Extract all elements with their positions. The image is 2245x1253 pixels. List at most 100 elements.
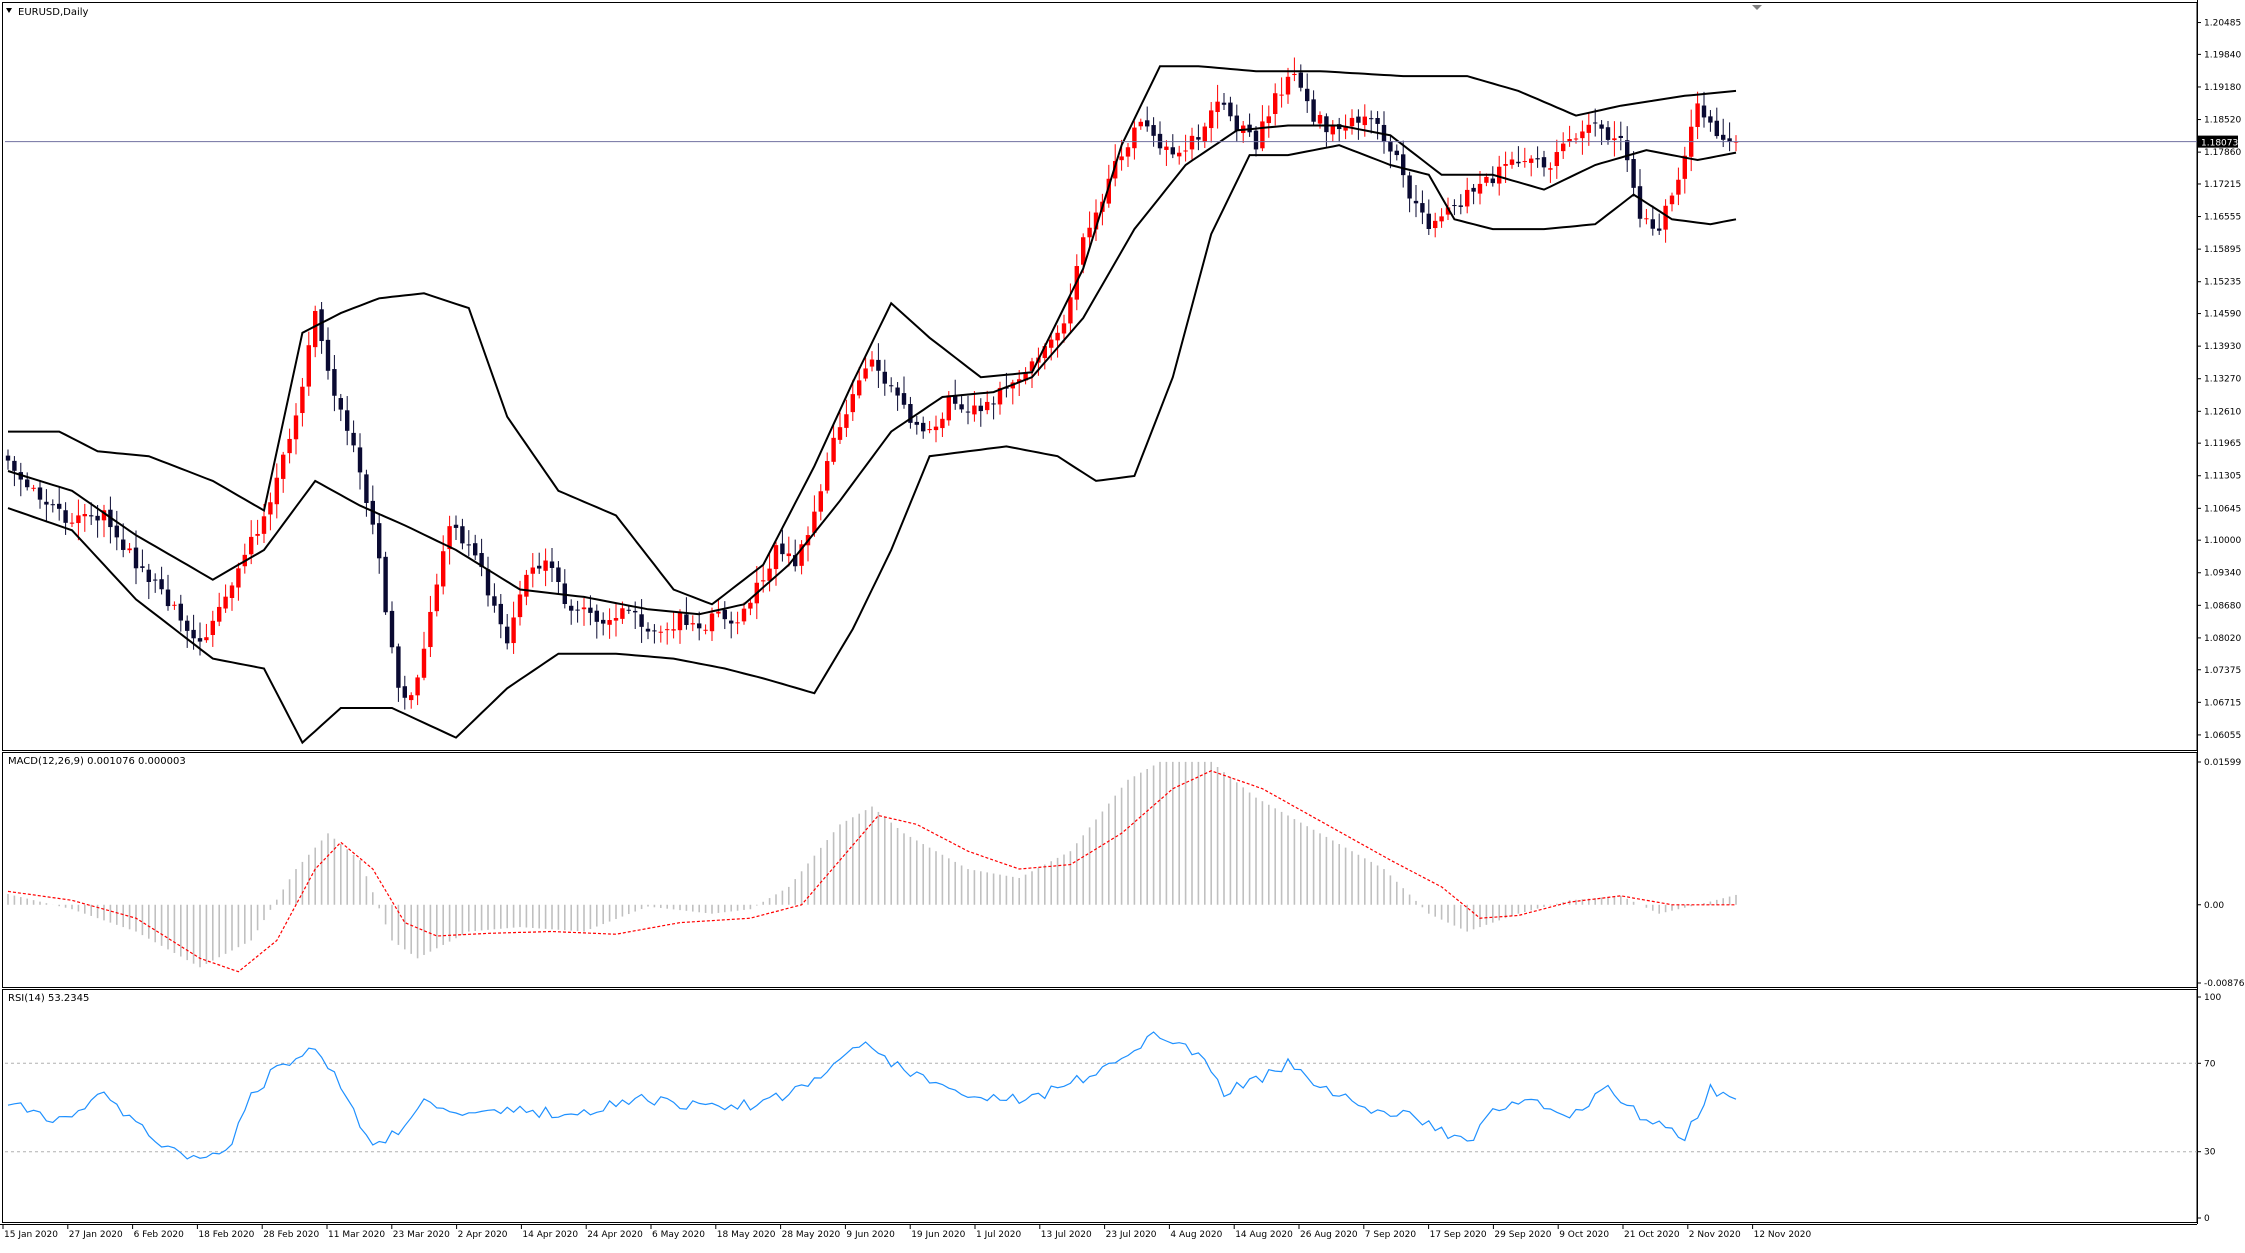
candle [953, 379, 958, 410]
candle [1522, 147, 1527, 168]
candle [530, 553, 535, 588]
candle [613, 603, 619, 637]
candle [748, 598, 753, 616]
candle-body [255, 533, 260, 536]
candle-body [1087, 227, 1092, 238]
candle-body [95, 515, 100, 521]
candle-body [1605, 127, 1611, 140]
candle [735, 611, 740, 635]
candle [172, 601, 177, 610]
candle [1055, 325, 1060, 358]
candle [492, 583, 497, 613]
candle-body [1388, 141, 1393, 152]
date-tick-label: 23 Mar 2020 [393, 1230, 450, 1240]
scroll-shift-marker-icon[interactable] [1752, 5, 1762, 10]
candle-body [409, 695, 414, 701]
candle-body [831, 437, 836, 462]
candle-body [761, 580, 766, 582]
candle-body [1202, 126, 1207, 142]
price-tick-label: 1.09340 [2204, 569, 2241, 579]
candle-body [447, 526, 452, 550]
price-tick-label: 1.15895 [2204, 245, 2241, 255]
candle-body [869, 359, 875, 367]
candle [1471, 184, 1476, 205]
candle [178, 594, 183, 632]
candle-body [197, 638, 203, 642]
candle-body [530, 567, 535, 574]
candle [665, 622, 670, 645]
candle-body [364, 474, 369, 503]
date-tick-label: 4 Aug 2020 [1170, 1230, 1222, 1240]
candle-body [1253, 130, 1259, 150]
candle [626, 605, 631, 614]
candle [741, 602, 747, 625]
candle-body [319, 309, 324, 342]
candle-body [1669, 195, 1675, 205]
candle-body [351, 432, 356, 446]
candle-body [82, 514, 87, 517]
candle [159, 566, 164, 595]
candle-body [1612, 138, 1617, 141]
candle-body [524, 574, 529, 597]
candle-body [268, 502, 273, 515]
candlestick-series [5, 57, 1739, 710]
candle-body [626, 609, 631, 611]
candle [1580, 120, 1585, 155]
candle [1170, 134, 1175, 159]
candle-body [741, 608, 747, 622]
candle [1695, 91, 1700, 140]
candle [1567, 125, 1572, 147]
candle [300, 377, 305, 427]
candle-body [1349, 117, 1355, 127]
candle [889, 377, 894, 393]
candle [1618, 121, 1623, 151]
candle [1657, 213, 1662, 235]
candle-body [1266, 116, 1271, 124]
candle-body [1618, 135, 1623, 138]
candle [1650, 205, 1655, 236]
candle [831, 423, 836, 465]
candle [716, 599, 721, 618]
candle-body [249, 536, 254, 555]
candle-body [946, 395, 951, 421]
price-tick-label: 1.13930 [2204, 342, 2241, 352]
rsi-line [7, 1031, 1737, 1160]
candle-body [773, 545, 779, 570]
candle [165, 574, 171, 611]
candle-body [217, 606, 222, 622]
candle [1356, 109, 1361, 140]
candle [1215, 84, 1220, 129]
candle-body [25, 479, 30, 488]
candle-body [1023, 372, 1028, 381]
candle-body [601, 619, 606, 624]
candle [76, 499, 81, 541]
candle-body [1234, 115, 1239, 131]
date-tick-label: 11 Mar 2020 [328, 1230, 385, 1240]
candle [1023, 367, 1028, 385]
price-tick-label: 1.11305 [2204, 472, 2241, 482]
candle [601, 612, 606, 636]
candle-body [1113, 161, 1118, 179]
candle-body [863, 368, 868, 379]
candle-body [1529, 158, 1534, 163]
candle [729, 611, 734, 639]
candle [1727, 122, 1732, 152]
candle-body [837, 427, 843, 440]
candle [82, 503, 87, 532]
candle-body [825, 461, 830, 491]
candle [1516, 146, 1521, 167]
price-tick-label: 1.15235 [2204, 278, 2241, 288]
candle [1266, 105, 1271, 138]
panel-menu-triangle-icon[interactable] [6, 8, 12, 13]
candle [1132, 121, 1137, 160]
candle-body [882, 371, 887, 384]
candle-body [1458, 205, 1463, 207]
date-tick-label: 13 Jul 2020 [1041, 1230, 1092, 1240]
candle [1439, 208, 1444, 228]
candle [31, 484, 36, 492]
candle-body [1573, 138, 1579, 140]
candle [1388, 135, 1393, 169]
candle-body [1484, 176, 1489, 183]
candle-body [588, 607, 593, 613]
macd-signal-line [7, 770, 1736, 973]
